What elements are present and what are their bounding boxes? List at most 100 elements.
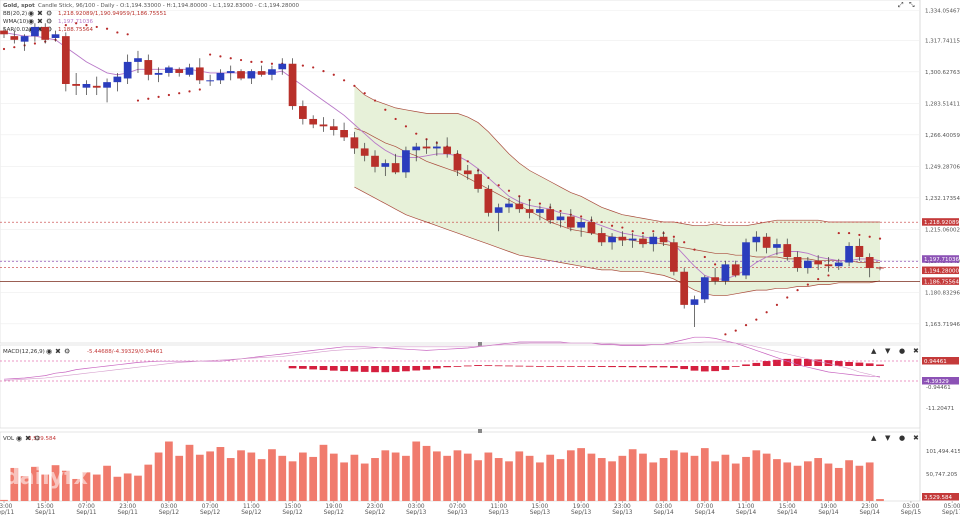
- volume-bar: [721, 454, 730, 501]
- time-tick-label: 07:00: [202, 504, 219, 510]
- price-badge: [922, 277, 959, 285]
- candle-body: [175, 69, 184, 73]
- visibility-icon[interactable]: ◉: [46, 348, 52, 356]
- macd-histogram-bar: [432, 366, 441, 369]
- sar-dot: [817, 277, 820, 281]
- candle-body: [536, 209, 544, 213]
- pane-drag-handles[interactable]: [478, 342, 482, 433]
- sar-dot: [724, 333, 727, 336]
- macd-histogram-bar: [381, 366, 390, 373]
- move-pane-up-icon[interactable]: ▲: [871, 347, 877, 355]
- sar-dot: [714, 263, 717, 266]
- expand-icon[interactable]: ⤢: [898, 1, 904, 9]
- macd-icon-group[interactable]: ◉ ✖ ⚙: [46, 348, 70, 356]
- remove-indicator-icon[interactable]: ✖: [37, 18, 43, 26]
- candle-body: [670, 242, 678, 272]
- time-tick-label: 15:00: [37, 504, 54, 510]
- sar-dot: [559, 209, 562, 213]
- volume-bar: [422, 445, 431, 501]
- remove-indicator-icon[interactable]: ✖: [25, 435, 31, 443]
- sar-dot: [116, 31, 119, 34]
- macd-pane[interactable]: [0, 344, 921, 429]
- volume-bar: [536, 462, 544, 501]
- price-badge: [922, 255, 959, 263]
- move-pane-down-icon[interactable]: ▼: [885, 347, 891, 355]
- candle-body: [412, 146, 421, 151]
- volume-icon-group[interactable]: ◉ ✖ ⚙: [16, 435, 40, 443]
- time-tick-label: 07:00: [449, 504, 466, 510]
- macd-histogram-bar: [845, 361, 853, 366]
- pane-menu-icon[interactable]: ●: [899, 434, 905, 442]
- time-tick-label: 03:00: [903, 504, 920, 510]
- volume-bar: [92, 474, 101, 501]
- pane-resize-handle[interactable]: [478, 429, 482, 433]
- instrument-title: Gold, spot: [3, 3, 35, 9]
- pane-menu-icon[interactable]: ●: [899, 347, 905, 355]
- date-tick-label: Sep/14: [653, 510, 674, 515]
- date-tick-label: Sep/11: [0, 510, 14, 515]
- bollinger-upper-line: [354, 85, 880, 227]
- volume-bar: [61, 470, 70, 501]
- move-pane-up-icon[interactable]: ▲: [871, 434, 877, 442]
- candle-body: [762, 236, 771, 248]
- remove-indicator-icon[interactable]: ✖: [37, 26, 43, 34]
- macd-histogram-bar: [670, 366, 678, 368]
- candle-body: [876, 267, 884, 269]
- visibility-icon[interactable]: ◉: [28, 18, 34, 26]
- settings-icon[interactable]: ⚙: [46, 26, 52, 34]
- visibility-icon[interactable]: ◉: [28, 10, 34, 18]
- time-tick-label: 15:00: [284, 504, 301, 510]
- macd-histogram-bar: [566, 366, 575, 367]
- candle: [670, 238, 678, 276]
- sar-dot: [312, 66, 315, 69]
- macd-pane-controls[interactable]: ▲ ▼ ● ✖: [871, 347, 919, 355]
- move-pane-down-icon[interactable]: ▼: [885, 434, 891, 442]
- visibility-icon[interactable]: ◉: [16, 435, 22, 443]
- volume-bar: [814, 458, 823, 501]
- volume-bar: [329, 453, 338, 501]
- settings-icon[interactable]: ⚙: [64, 348, 70, 356]
- macd-histogram-bar: [742, 364, 750, 366]
- volume-bar: [10, 467, 19, 501]
- volume-bar: [834, 467, 843, 501]
- candle: [195, 58, 204, 84]
- candle-body: [453, 153, 462, 171]
- volume-bar: [41, 474, 50, 501]
- close-pane-icon[interactable]: ✖: [913, 347, 919, 355]
- macd-histogram-bar: [752, 362, 761, 366]
- candle-body: [299, 106, 307, 119]
- candle-body: [783, 244, 792, 258]
- date-tick-label: Sep/13: [447, 510, 468, 515]
- volume-bar: [649, 462, 658, 501]
- candle: [515, 196, 524, 213]
- settings-icon[interactable]: ⚙: [46, 10, 52, 18]
- time-tick-label: 19:00: [573, 504, 590, 510]
- candle-body: [144, 60, 153, 75]
- volume-pane-controls[interactable]: ▲ ▼ ● ✖: [871, 434, 919, 442]
- sar-dot: [775, 303, 779, 306]
- candle: [721, 260, 730, 285]
- candle: [134, 50, 142, 73]
- close-pane-icon[interactable]: ✖: [913, 434, 919, 442]
- price-badges: 1,218.92089 1,197.71036 1,194.28000 1,186.7…: [922, 218, 959, 285]
- candle-body: [556, 216, 565, 221]
- macd-histogram-bar: [711, 366, 719, 372]
- remove-indicator-icon[interactable]: ✖: [37, 10, 43, 18]
- time-tick-label: 23:00: [119, 504, 136, 510]
- volume-bar: [639, 453, 647, 501]
- macd-histogram-bar: [577, 366, 585, 367]
- volume-bar: [123, 473, 132, 501]
- candle: [20, 34, 29, 51]
- settings-icon[interactable]: ⚙: [46, 18, 52, 26]
- remove-indicator-icon[interactable]: ✖: [55, 348, 61, 356]
- price-badge-label: 1,194.28000: [924, 269, 959, 275]
- settings-icon[interactable]: ⚙: [34, 435, 40, 443]
- macd-histogram-bar: [855, 362, 864, 366]
- candle: [834, 258, 843, 270]
- candle-body: [855, 245, 864, 258]
- sar-dot: [332, 73, 335, 76]
- resize-icon[interactable]: ⤡: [909, 1, 915, 9]
- volume-bar: [865, 462, 874, 501]
- pane-resize-handle[interactable]: [478, 342, 482, 346]
- candle: [206, 74, 214, 86]
